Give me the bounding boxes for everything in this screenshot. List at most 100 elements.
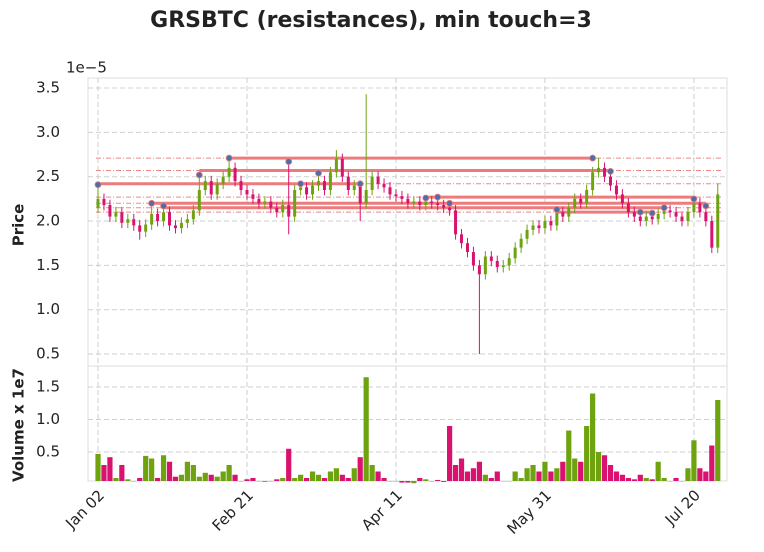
volume-bar [303,478,310,481]
volume-bar [274,479,280,481]
candle-body [603,167,607,177]
y-tick-label: 2.0 [36,212,60,230]
candle-body [644,216,648,222]
volume-bar [119,465,125,481]
candle-body [340,158,344,177]
volume-bar [244,479,250,481]
volume-bar [315,474,322,481]
volume-bar [178,474,185,481]
touch-point [690,195,698,203]
touch-point [225,154,233,162]
price-panel-frame [87,77,728,367]
candle-body [555,212,559,226]
volume-bar [327,471,334,481]
volume-bar [196,476,202,481]
touch-point [422,194,430,202]
candle-body [632,212,636,217]
volume-tick-label: 1.0 [36,410,60,428]
candle-body [698,203,702,213]
chart-title: GRSBTC (resistances), min touch=3 [150,8,592,33]
volume-bar [345,478,351,481]
volume-bar [363,377,369,481]
volume-bar [280,478,286,481]
candle-body [400,196,404,199]
volume-bar [649,479,655,481]
touch-point [702,202,710,210]
candle-body [608,176,612,186]
volume-bar [655,461,661,481]
volume-bar [643,478,649,481]
volume-bar [530,465,536,481]
candle-body [579,198,583,204]
y-axis-label: Price [10,204,28,247]
volume-bar [95,453,101,481]
volume-bar [435,479,441,481]
volume-bar [125,479,131,481]
volume-bar [560,461,566,481]
candle-body [710,221,714,248]
x-tick-label: Jan 02 [61,486,108,533]
volume-bar [226,465,232,481]
candle-body [382,183,386,188]
candle-body [597,167,601,173]
volume-bar [190,465,196,481]
volume-bar [292,478,298,481]
candle-body [531,225,535,230]
volume-bar [685,468,691,481]
candle-body [650,216,654,220]
candle-body [495,260,499,268]
touch-point [434,193,442,201]
candle-body [549,221,553,226]
x-tick-label: Apr 11 [358,486,406,534]
volume-bar [464,471,471,481]
candle-body [662,210,666,214]
candle-body [358,185,362,204]
candle-body [132,219,136,226]
touch-point [356,180,364,188]
volume-bar [232,474,238,481]
candle-body [638,216,642,222]
candle-body [322,181,326,190]
candle-body [537,225,541,229]
candle-body [454,210,458,235]
touch-point [607,167,614,175]
volume-bar [476,461,482,481]
candle-body [126,219,130,223]
candle-body [168,212,172,226]
candle-body [620,194,624,204]
volume-bar [619,474,626,481]
candle-body [275,207,279,213]
volume-bar [137,478,143,481]
touch-point [446,199,454,207]
volume-bar [697,468,703,481]
volume-bar [494,471,500,481]
candle-body [394,194,398,197]
volume-tick-label: 1.5 [36,377,60,395]
x-tick-label: Jul 20 [661,486,704,529]
volume-bar [208,474,214,481]
candle-body [215,183,219,195]
volume-bar [452,465,459,481]
volume-bar [298,474,304,481]
volume-bar [691,440,697,481]
y-offset-label: 1e−5 [66,59,107,77]
volume-bar [673,478,679,481]
volume-bar [321,478,328,481]
y-tick-label: 3.0 [36,123,60,141]
volume-bar [369,465,375,481]
volume-bar [339,474,345,481]
candle-body [317,181,321,186]
candle-body [525,229,529,239]
candle-body [668,210,672,213]
volume-bar [524,468,530,481]
volume-bar [607,465,614,481]
volume-bar [417,478,423,481]
y-tick-label: 2.5 [36,167,60,185]
volume-bar [399,481,405,483]
volume-bar [381,478,387,481]
volume-bar [309,471,316,481]
candle-body [704,212,708,222]
volume-tick-label: 0.5 [36,443,60,461]
volume-bar [357,457,363,481]
candle-body [513,247,517,259]
